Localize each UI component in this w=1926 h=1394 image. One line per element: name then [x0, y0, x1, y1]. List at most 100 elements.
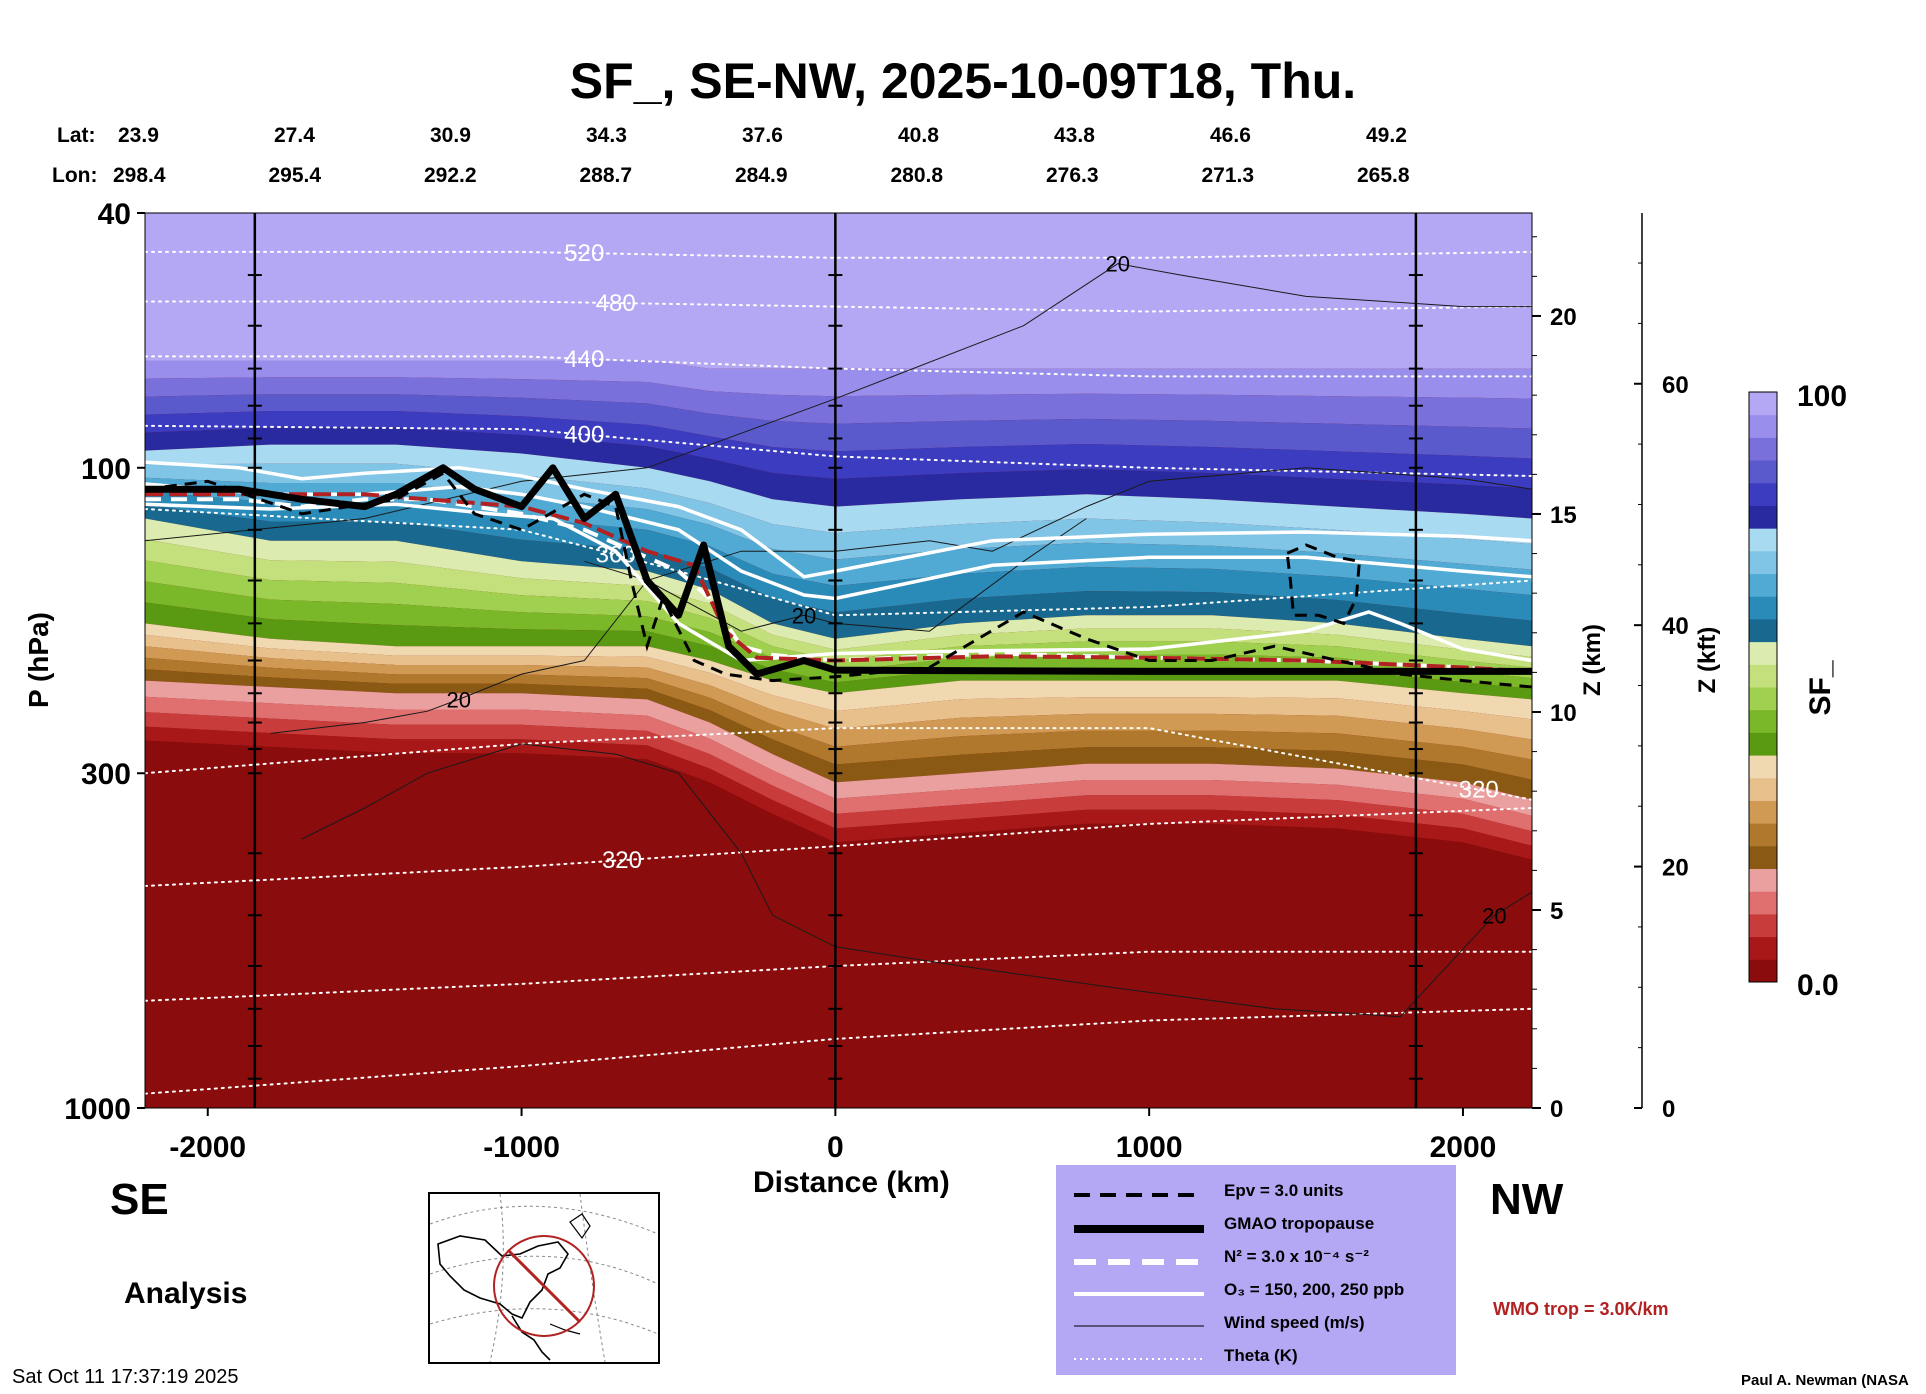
colorbar-min-label: 0.0	[1797, 969, 1839, 1002]
wind-speed-contour	[301, 743, 1532, 1018]
epv-closed-contour	[1285, 543, 1362, 626]
theta-contour-label: 400	[564, 422, 604, 449]
legend-item-o3: O₃ = 150, 200, 250 ppb	[1056, 1276, 1456, 1309]
x-tick-label: -1000	[483, 1131, 560, 1164]
theta-contour-label: 520	[564, 240, 604, 267]
lon-value: 280.8	[890, 164, 944, 187]
lat-value: 43.8	[1054, 124, 1095, 147]
timestamp: Sat Oct 11 17:37:19 2025	[12, 1366, 239, 1388]
sf-band	[145, 560, 1532, 679]
sf-band	[145, 491, 1532, 621]
legend-item-theta: Theta (K)	[1056, 1342, 1456, 1375]
dashed-line-icon	[1074, 1193, 1204, 1197]
theta-contour-label: 320	[602, 847, 642, 874]
sf-band	[145, 377, 1532, 429]
plot-frame	[144, 212, 1533, 1109]
legend-label: Epv = 3.0 units	[1224, 1181, 1344, 1200]
theta-contour	[145, 727, 1532, 801]
lon-value: 265.8	[1357, 164, 1410, 187]
z-km-tick-label: 5	[1550, 898, 1563, 925]
white-line-icon	[1074, 1292, 1204, 1296]
analysis-label: Analysis	[124, 1277, 248, 1310]
legend-label: Wind speed (m/s)	[1224, 1313, 1365, 1332]
legend-label: O₃ = 150, 200, 250 ppb	[1224, 1280, 1405, 1299]
legend-label: Theta (K)	[1224, 1346, 1298, 1365]
theta-contour	[145, 508, 1532, 617]
lat-value: 27.4	[274, 124, 315, 147]
location-inset-map	[428, 1192, 660, 1364]
theta-contour-label: 480	[596, 290, 636, 317]
z-km-axis-label: Z (km)	[1579, 624, 1606, 696]
sf-band	[145, 427, 1532, 519]
sf-band	[145, 213, 1532, 369]
wind-speed-label: 20	[1482, 903, 1506, 928]
colorbar-swatch	[1749, 573, 1777, 597]
colorbar-swatch	[1749, 596, 1777, 620]
dotted-line-icon	[1074, 1358, 1204, 1360]
wind-speed-label: 20	[447, 687, 471, 712]
sf-band	[145, 360, 1532, 399]
sf-band	[145, 696, 1532, 832]
sf-band	[145, 394, 1532, 459]
x-tick-label: -2000	[169, 1131, 246, 1164]
wind-speed-label: 20	[1106, 252, 1130, 277]
y-tick-label: 300	[81, 758, 131, 791]
colorbar-swatch	[1749, 868, 1777, 892]
lat-value: 37.6	[742, 124, 783, 147]
colorbar-swatch	[1749, 755, 1777, 779]
colorbar-swatch	[1749, 777, 1777, 801]
credit-label: Paul A. Newman (NASA	[1741, 1372, 1909, 1389]
thin-line-icon	[1074, 1325, 1204, 1327]
y-tick-label: 40	[98, 198, 131, 231]
x-tick-label: 2000	[1430, 1131, 1497, 1164]
legend-item-gmao: GMAO tropopause	[1056, 1210, 1456, 1243]
colorbar-swatch	[1749, 709, 1777, 733]
lat-value: 49.2	[1366, 124, 1407, 147]
colorbar-swatch	[1749, 959, 1777, 983]
lat-value: 34.3	[586, 124, 627, 147]
y-axis-label: P (hPa)	[23, 612, 54, 708]
chart-title: SF_, SE-NW, 2025-10-09T18, Thu.	[569, 53, 1357, 109]
o3-contour	[145, 460, 1532, 579]
sf-band	[145, 657, 1532, 780]
sf-band	[145, 634, 1532, 740]
colorbar-swatch	[1749, 891, 1777, 915]
theta-contour	[145, 807, 1532, 887]
colorbar-swatch	[1749, 414, 1777, 438]
white-dashed-line-icon	[1074, 1259, 1204, 1265]
theta-contour	[145, 250, 1532, 259]
colorbar-swatch	[1749, 845, 1777, 870]
z-kft-tick-label: 0	[1662, 1096, 1675, 1123]
x-axis-label: Distance (km)	[753, 1166, 950, 1199]
lon-value: 292.2	[424, 164, 477, 187]
colorbar-swatch	[1749, 437, 1777, 461]
wind-speed-contour	[270, 467, 1532, 734]
nw-direction-label: NW	[1490, 1175, 1564, 1224]
lon-value: 298.4	[113, 164, 166, 187]
legend-item-wind: Wind speed (m/s)	[1056, 1309, 1456, 1342]
theta-contour-label: 320	[1459, 777, 1499, 804]
lat-value: 46.6	[1210, 124, 1251, 147]
lat-value: 30.9	[430, 124, 471, 147]
wmo-trop-label: WMO trop = 3.0K/km	[1493, 1299, 1669, 1319]
sf-band	[145, 646, 1532, 760]
sf-band	[145, 477, 1532, 596]
lon-value: 284.9	[735, 164, 788, 187]
sf-band	[145, 444, 1532, 544]
colorbar-swatch	[1749, 664, 1777, 688]
sf-band	[145, 539, 1532, 668]
lon-value: 288.7	[579, 164, 633, 187]
z-km-tick-label: 0	[1550, 1096, 1563, 1123]
z-km-tick-label: 10	[1550, 700, 1577, 727]
colorbar: 100 0.0 SF_	[1748, 380, 1847, 1002]
sf-band	[145, 712, 1532, 846]
lon-label: Lon:	[52, 164, 98, 187]
sf-band	[145, 518, 1532, 657]
lon-value: 271.3	[1201, 164, 1255, 187]
colorbar-swatch	[1749, 913, 1777, 938]
x-tick-label: 1000	[1116, 1131, 1183, 1164]
gmao-tropopause-line	[145, 464, 1532, 678]
